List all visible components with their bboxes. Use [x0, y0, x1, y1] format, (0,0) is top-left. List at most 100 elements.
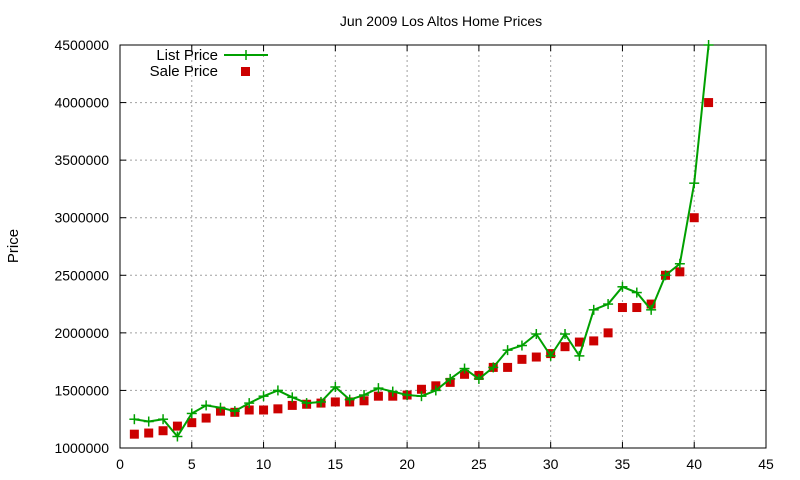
sale-price-point [201, 413, 211, 423]
sale-price-point [617, 303, 627, 313]
list-price-point [258, 391, 269, 402]
sale-price-point [129, 429, 139, 439]
x-tick-label: 30 [543, 456, 559, 472]
sale-price-point [603, 328, 613, 338]
list-price-point [560, 329, 571, 340]
x-tick-label: 45 [758, 456, 774, 472]
list-price-point [531, 329, 542, 340]
list-price-point [703, 40, 714, 50]
list-price-point [588, 304, 599, 315]
sale-price-point [689, 213, 699, 223]
sale-price-point [517, 354, 527, 364]
legend-label-sale-price: Sale Price [150, 63, 218, 80]
series-list-price [129, 40, 714, 442]
list-price-point [301, 398, 312, 409]
sale-price-point [632, 303, 642, 313]
list-price-point [387, 386, 398, 397]
list-price-point [416, 391, 427, 402]
list-price-point [315, 396, 326, 407]
x-tick-label: 10 [256, 456, 272, 472]
sale-price-point [560, 342, 570, 352]
sale-price-point [287, 400, 297, 410]
list-price-point [603, 299, 614, 310]
list-price-point [359, 390, 370, 401]
sale-price-point [589, 336, 599, 346]
sale-price-point [574, 337, 584, 347]
list-price-point [158, 414, 169, 425]
y-tick-label: 2500000 [54, 267, 109, 283]
list-price-point [502, 345, 513, 356]
list-price-point [186, 408, 197, 419]
y-tick-label: 1000000 [54, 440, 109, 456]
x-tick-label: 20 [399, 456, 415, 472]
list-price-point [459, 363, 470, 374]
axis-ticks [119, 44, 767, 449]
x-tick-label: 35 [615, 456, 631, 472]
sale-price-point [259, 405, 269, 415]
list-price-point [330, 381, 341, 392]
sale-price-point [416, 384, 426, 394]
list-price-point [516, 340, 527, 351]
list-price-point [488, 362, 499, 373]
sale-price-point [646, 299, 656, 309]
sale-price-point [330, 397, 340, 407]
x-tick-label: 5 [188, 456, 196, 472]
legend: List Price Sale Price [150, 47, 268, 80]
list-price-point [660, 270, 671, 281]
y-tick-label: 2000000 [54, 325, 109, 341]
x-tick-label: 0 [116, 456, 124, 472]
list-price-point [430, 385, 441, 396]
x-tick-label: 40 [686, 456, 702, 472]
list-price-point [215, 402, 226, 413]
sale-price-point [503, 362, 513, 372]
legend-plus-marker [241, 50, 251, 60]
x-tick-label: 15 [328, 456, 344, 472]
list-price-point [545, 350, 556, 361]
list-price-point [272, 385, 283, 396]
list-price-point [344, 394, 355, 405]
list-price-point [689, 178, 700, 189]
list-price-point [129, 414, 140, 425]
sale-price-point [187, 418, 197, 428]
sale-price-point [144, 428, 154, 438]
x-tick-label: 25 [471, 456, 487, 472]
chart-title: Jun 2009 Los Altos Home Prices [340, 13, 542, 29]
list-price-point [373, 383, 384, 394]
sale-price-point [460, 369, 470, 379]
list-price-point [473, 373, 484, 384]
sale-price-point [359, 396, 369, 406]
list-price-point [172, 431, 183, 442]
series-sale-price [129, 98, 714, 439]
list-price-point [402, 390, 413, 401]
list-price-point [445, 373, 456, 384]
sale-price-point [531, 352, 541, 362]
sale-price-point [273, 404, 283, 414]
y-axis-tick-labels: 1000000 1500000 2000000 2500000 3000000 35000… [54, 37, 109, 456]
y-tick-label: 4000000 [54, 95, 109, 111]
plot-border [119, 44, 767, 449]
sale-price-point [675, 267, 685, 277]
list-price-point [617, 281, 628, 292]
grid [120, 45, 766, 448]
list-price-point [631, 287, 642, 298]
y-axis-label: Price [5, 229, 22, 263]
legend-square-marker [241, 67, 250, 76]
y-tick-label: 3000000 [54, 210, 109, 226]
y-tick-label: 1500000 [54, 382, 109, 398]
list-price-point [143, 416, 154, 427]
legend-label-list-price: List Price [156, 47, 218, 64]
list-price-point [574, 350, 585, 361]
x-axis-tick-labels: 0 5 10 15 20 25 30 35 40 45 [116, 456, 774, 472]
sale-price-point [172, 421, 182, 431]
series-layer [129, 40, 714, 442]
sale-price-point [704, 98, 714, 108]
y-tick-label: 3500000 [54, 152, 109, 168]
y-tick-label: 4500000 [54, 37, 109, 53]
list-price-point [244, 398, 255, 409]
list-price-point [674, 258, 685, 269]
sale-price-point [373, 391, 383, 401]
list-price-point [287, 392, 298, 403]
list-price-point [229, 406, 240, 417]
list-price-point [646, 304, 657, 315]
